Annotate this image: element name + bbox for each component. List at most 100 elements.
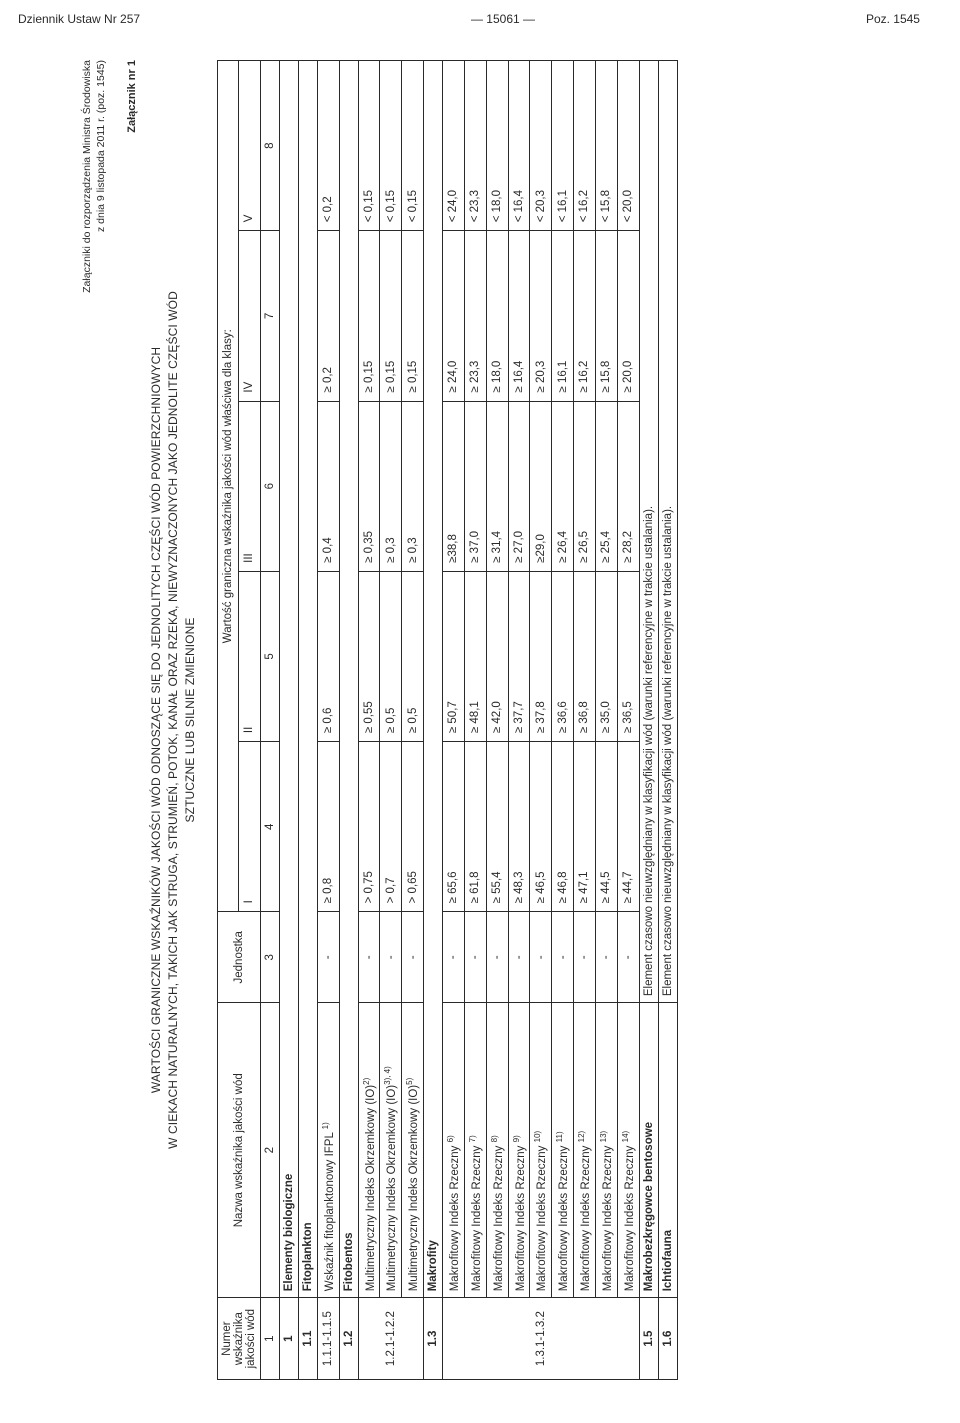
col-values-header: Wartość graniczna wskaźnika jakości wód … <box>217 61 239 912</box>
rotated-content: Załączniki do rozporządzenia Ministra Śr… <box>80 60 678 1380</box>
section-1-3-num: 1.3 <box>424 1298 443 1380</box>
row-io-b-v1: > 0,7 <box>380 742 402 912</box>
row-io-b-v3: ≥ 0,3 <box>380 401 402 571</box>
row-io-c-unit: - <box>402 912 424 1003</box>
row-mir-5-v4: ≥ 16,1 <box>552 231 574 401</box>
row-mir-3-v3: ≥ 27,0 <box>508 401 530 571</box>
table-header-row-nums: 1 2 3 4 5 6 7 8 <box>260 61 279 1380</box>
colnum-4: 4 <box>260 742 279 912</box>
section-1-5: 1.5 Makrobezkręgowce bentosowe Element c… <box>639 61 658 1380</box>
row-ifpl-v5: < 0,2 <box>317 61 339 231</box>
row-mir-1: Makrofitowy Indeks Rzeczny 7) - ≥ 61,8 ≥… <box>464 61 486 1380</box>
row-io-c-v2: ≥ 0,5 <box>402 571 424 741</box>
section-1-6: 1.6 Ichtiofauna Element czasowo nieuwzgl… <box>658 61 677 1380</box>
header-left: Dziennik Ustaw Nr 257 <box>18 12 140 26</box>
row-mir-5-v2: ≥ 36,6 <box>552 571 574 741</box>
row-mir-8-v4: ≥ 20,0 <box>617 231 639 401</box>
row-ifpl-v2: ≥ 0,6 <box>317 571 339 741</box>
section-1-6-num: 1.6 <box>658 1298 677 1380</box>
row-mir-2-v5: < 18,0 <box>486 61 508 231</box>
row-mir-1-v4: ≥ 23,3 <box>464 231 486 401</box>
row-mir-1-v3: ≥ 37,0 <box>464 401 486 571</box>
row-io-num: 1.2.1-1.2.2 <box>358 1298 423 1380</box>
row-mir-8-name: Makrofitowy Indeks Rzeczny 14) <box>617 1003 639 1298</box>
row-mir-2-unit: - <box>486 912 508 1003</box>
row-mir-7-v2: ≥ 35,0 <box>595 571 617 741</box>
row-mir-8-v2: ≥ 36,5 <box>617 571 639 741</box>
row-ifpl: 1.1.1-1.1.5 Wskaźnik fitoplanktonowy IFP… <box>317 61 339 1380</box>
row-io-a-v3: ≥ 0,35 <box>358 401 380 571</box>
row-io-a: 1.2.1-1.2.2 Multimetryczny Indeks Okrzem… <box>358 61 380 1380</box>
row-io-b-v2: ≥ 0,5 <box>380 571 402 741</box>
row-mir-8-v3: ≥ 28,2 <box>617 401 639 571</box>
row-mir-3-v4: ≥ 16,4 <box>508 231 530 401</box>
section-1-2-num: 1.2 <box>339 1298 358 1380</box>
row-mir-8: Makrofitowy Indeks Rzeczny 14) - ≥ 44,7 … <box>617 61 639 1380</box>
section-1-num: 1 <box>279 1298 298 1380</box>
row-io-a-v4: ≥ 0,15 <box>358 231 380 401</box>
row-mir-1-unit: - <box>464 912 486 1003</box>
row-mir-4: Makrofitowy Indeks Rzeczny 10) - ≥ 46,5 … <box>530 61 552 1380</box>
row-mir-6-v5: < 16,2 <box>574 61 596 231</box>
colnum-1: 1 <box>260 1298 279 1380</box>
class-v: V <box>239 61 261 231</box>
row-mir-0-v5: < 24,0 <box>443 61 465 231</box>
row-ifpl-unit: - <box>317 912 339 1003</box>
row-io-a-v5: < 0,15 <box>358 61 380 231</box>
row-mir-3-v1: ≥ 48,3 <box>508 742 530 912</box>
row-mir-5-name: Makrofitowy Indeks Rzeczny 11) <box>552 1003 574 1298</box>
row-io-b-v5: < 0,15 <box>380 61 402 231</box>
row-mir-6-v2: ≥ 36,8 <box>574 571 596 741</box>
reference-line-1: Załączniki do rozporządzenia Ministra Śr… <box>80 60 94 293</box>
row-mir-4-v5: < 20,3 <box>530 61 552 231</box>
row-io-c-v5: < 0,15 <box>402 61 424 231</box>
row-mir-0-v3: ≥38,8 <box>443 401 465 571</box>
document-title: WARTOŚCI GRANICZNE WSKAŹNIKÓW JAKOŚCI WÓ… <box>148 60 198 1380</box>
row-mir-2-v1: ≥ 55,4 <box>486 742 508 912</box>
table-header-row-1: Numer wskaźnika jakości wód Nazwa wskaźn… <box>217 61 239 1380</box>
row-mir-7-v1: ≥ 44,5 <box>595 742 617 912</box>
row-mir-0-v1: ≥ 65,6 <box>443 742 465 912</box>
row-mir-6: Makrofitowy Indeks Rzeczny 12) - ≥ 47,1 … <box>574 61 596 1380</box>
title-line-3: SZTUCZNE LUB SILNIE ZMIENIONE <box>182 60 199 1380</box>
row-mir-3-v2: ≥ 37,7 <box>508 571 530 741</box>
row-io-c: Multimetryczny Indeks Okrzemkowy (IO)5) … <box>402 61 424 1380</box>
class-ii: II <box>239 571 261 741</box>
section-1-5-note: Element czasowo nieuwzględniany w klasyf… <box>639 61 658 1003</box>
col-name-header: Nazwa wskaźnika jakości wód <box>217 1003 260 1298</box>
row-mir-5: Makrofitowy Indeks Rzeczny 11) - ≥ 46,8 … <box>552 61 574 1380</box>
row-mir-1-v1: ≥ 61,8 <box>464 742 486 912</box>
row-mir-4-v4: ≥ 20,3 <box>530 231 552 401</box>
colnum-7: 7 <box>260 231 279 401</box>
row-mir-0-v4: ≥ 24,0 <box>443 231 465 401</box>
row-io-a-v2: ≥ 0,55 <box>358 571 380 741</box>
row-ifpl-v1: ≥ 0,8 <box>317 742 339 912</box>
row-mir-0-unit: - <box>443 912 465 1003</box>
section-1-1-num: 1.1 <box>298 1298 317 1380</box>
row-mir-2-v4: ≥ 18,0 <box>486 231 508 401</box>
row-io-a-name: Multimetryczny Indeks Okrzemkowy (IO)2) <box>358 1003 380 1298</box>
row-mir-8-v1: ≥ 44,7 <box>617 742 639 912</box>
row-mir-4-v1: ≥ 46,5 <box>530 742 552 912</box>
row-mir-4-unit: - <box>530 912 552 1003</box>
row-io-c-v3: ≥ 0,3 <box>402 401 424 571</box>
row-mir-2-name: Makrofitowy Indeks Rzeczny 8) <box>486 1003 508 1298</box>
row-mir-1-name: Makrofitowy Indeks Rzeczny 7) <box>464 1003 486 1298</box>
row-mir-5-v5: < 16,1 <box>552 61 574 231</box>
row-mir-7-v5: < 15,8 <box>595 61 617 231</box>
row-mir-6-unit: - <box>574 912 596 1003</box>
row-mir-0-v2: ≥ 50,7 <box>443 571 465 741</box>
row-ifpl-v4: ≥ 0,2 <box>317 231 339 401</box>
row-mir-3-v5: < 16,4 <box>508 61 530 231</box>
row-mir-0-name: Makrofitowy Indeks Rzeczny 6) <box>443 1003 465 1298</box>
section-1-6-label: Ichtiofauna <box>658 1003 677 1298</box>
class-iii: III <box>239 401 261 571</box>
row-mir-4-name: Makrofitowy Indeks Rzeczny 10) <box>530 1003 552 1298</box>
colnum-6: 6 <box>260 401 279 571</box>
page-header: Dziennik Ustaw Nr 257 — 15061 — Poz. 154… <box>18 12 920 26</box>
row-mir-7-unit: - <box>595 912 617 1003</box>
row-io-c-v1: > 0,65 <box>402 742 424 912</box>
section-1-6-note: Element czasowo nieuwzględniany w klasyf… <box>658 61 677 1003</box>
limits-table: Numer wskaźnika jakości wód Nazwa wskaźn… <box>217 60 678 1380</box>
colnum-3: 3 <box>260 912 279 1003</box>
